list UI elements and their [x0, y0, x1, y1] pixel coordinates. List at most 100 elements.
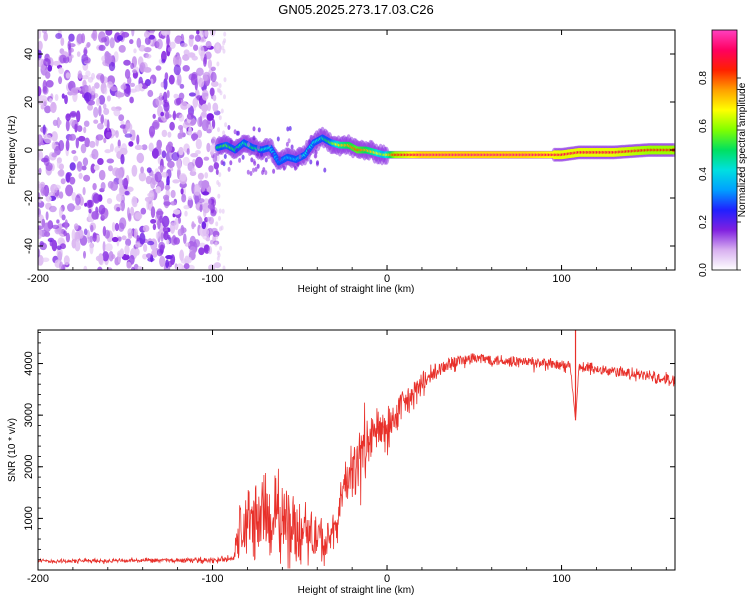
spectrogram-noise-blob [216, 41, 220, 47]
spectrogram-noise-blob [116, 92, 125, 98]
spectrogram-noise-blob [92, 193, 101, 204]
spectrogram-noise-blob [163, 101, 170, 112]
spectrogram-noise-blob [137, 266, 143, 270]
spectrogram-noise-blob [176, 97, 181, 105]
spectrogram-scatter [278, 156, 282, 161]
spectrogram-noise-blob [161, 150, 167, 159]
spectrogram-noise-blob [51, 224, 60, 229]
spectrogram-noise-blob [218, 208, 222, 214]
spectrogram-noise-blob [38, 30, 41, 39]
spectrogram-noise-blob [212, 152, 218, 163]
spectrogram-noise-blob [208, 264, 216, 270]
spectrogram-noise-blob [182, 65, 190, 72]
spectrogram-noise-blob [105, 243, 113, 252]
spectrogram-noise-blob [83, 47, 88, 56]
spectrogram-noise-blob [163, 231, 169, 241]
spectrogram-noise-blob [186, 148, 190, 155]
spectrogram-noise-blob [38, 254, 44, 266]
colorbar-tick-label: 0.8 [698, 71, 709, 85]
spectrogram-noise-blob [161, 129, 168, 138]
spectrogram-noise-blob [58, 206, 63, 218]
snr-series-line [38, 353, 675, 569]
spectrogram-noise-blob [173, 64, 181, 76]
spectrogram-y-tick-label: 0 [23, 147, 35, 153]
spectrogram-noise-blob [218, 215, 221, 221]
spectrogram-noise-blob [199, 204, 203, 213]
spectrogram-noise-blob [215, 234, 219, 240]
spectrogram-noise-blob [89, 140, 96, 148]
spectrogram-noise-blob [73, 205, 82, 211]
spectrogram-noise-blob [56, 219, 60, 224]
spectrogram-noise-blob [103, 87, 108, 95]
spectrogram-y-tick-label: -40 [23, 238, 35, 254]
spectrogram-noise-blob [201, 221, 207, 230]
spectrogram-noise-blob [91, 148, 99, 160]
spectrogram-noise-blob [83, 250, 86, 259]
spectrogram-noise-blob [120, 154, 125, 165]
spectrogram-noise-blob [47, 64, 53, 72]
spectrogram-noise-blob [98, 204, 106, 215]
spectrogram-noise-blob [201, 36, 205, 42]
spectrogram-noise-blob [151, 249, 158, 258]
spectrogram-noise-blob [38, 248, 41, 258]
spectrogram-noise-blob [83, 92, 92, 102]
spectrogram-noise-blob [206, 142, 211, 153]
spectrogram-noise-blob [108, 250, 114, 262]
spectrogram-noise-blob [43, 31, 48, 42]
spectrogram-noise-blob [155, 65, 162, 71]
spectrogram-scatter [257, 144, 260, 150]
spectrogram-noise-blob [180, 188, 184, 195]
spectrogram-noise-blob [42, 86, 48, 94]
spectrogram-scatter [227, 166, 231, 172]
spectrogram-noise-blob [76, 51, 81, 57]
spectrogram-noise-blob [142, 253, 148, 260]
spectrogram-noise-blob [71, 229, 76, 241]
spectrogram-noise-blob [159, 215, 163, 224]
spectrogram-noise-blob [118, 45, 126, 53]
spectrogram-noise-blob [165, 143, 173, 153]
spectrogram-noise-blob [217, 127, 220, 133]
spectrogram-noise-blob [205, 40, 212, 49]
spectrogram-noise-blob [68, 33, 75, 42]
spectrogram-noise-blob [208, 198, 212, 205]
spectrogram-noise-blob [43, 58, 51, 67]
spectrogram-noise-blob [38, 167, 42, 175]
spectrogram-noise-blob [102, 251, 109, 262]
spectrogram-noise-blob [169, 121, 175, 131]
spectrogram-noise-blob [140, 166, 145, 174]
colorbar-frame [711, 29, 738, 271]
spectrogram-noise-blob [140, 207, 147, 215]
spectrogram-noise-blob [183, 205, 190, 210]
spectrogram-scatter [227, 125, 231, 130]
spectrogram-noise-blob [166, 34, 170, 46]
spectrogram-noise-blob [216, 61, 220, 67]
spectrogram-noise-blob [41, 218, 46, 228]
spectrogram-noise-blob [222, 130, 226, 136]
spectrogram-noise-blob [40, 157, 49, 163]
spectrogram-noise-blob [59, 261, 64, 270]
spectrogram-noise-blob [65, 139, 70, 152]
spectrogram-noise-blob [179, 127, 184, 139]
spectrogram-scatter [241, 154, 245, 160]
spectrogram-noise-blob [155, 186, 162, 194]
spectrogram-noise-blob [186, 256, 192, 264]
spectrogram-noise-blob [116, 193, 123, 202]
spectrogram-noise-blob [143, 67, 152, 73]
spectrogram-noise-blob [167, 47, 172, 52]
spectrogram-noise-blob [161, 30, 168, 36]
spectrogram-noise-blob [145, 54, 152, 59]
spectrogram-noise-blob [186, 112, 194, 120]
spectrogram-noise-blob [147, 240, 155, 246]
spectrogram-noise-blob [85, 70, 91, 77]
spectrogram-noise-blob [150, 206, 156, 219]
spectrogram-noise-blob [75, 194, 81, 206]
spectrogram-noise-blob [208, 165, 214, 173]
spectrogram-scatter [268, 142, 272, 147]
spectrogram-noise-blob [119, 124, 127, 129]
spectrogram-noise-blob [118, 114, 125, 122]
spectrogram-y-axis-label: Frequency (Hz) [7, 116, 18, 185]
spectrogram-noise-blob [104, 118, 108, 127]
spectrogram-noise-blob [42, 257, 50, 263]
spectrogram-noise-blob [89, 235, 93, 243]
spectrogram-noise-blob [177, 228, 183, 237]
